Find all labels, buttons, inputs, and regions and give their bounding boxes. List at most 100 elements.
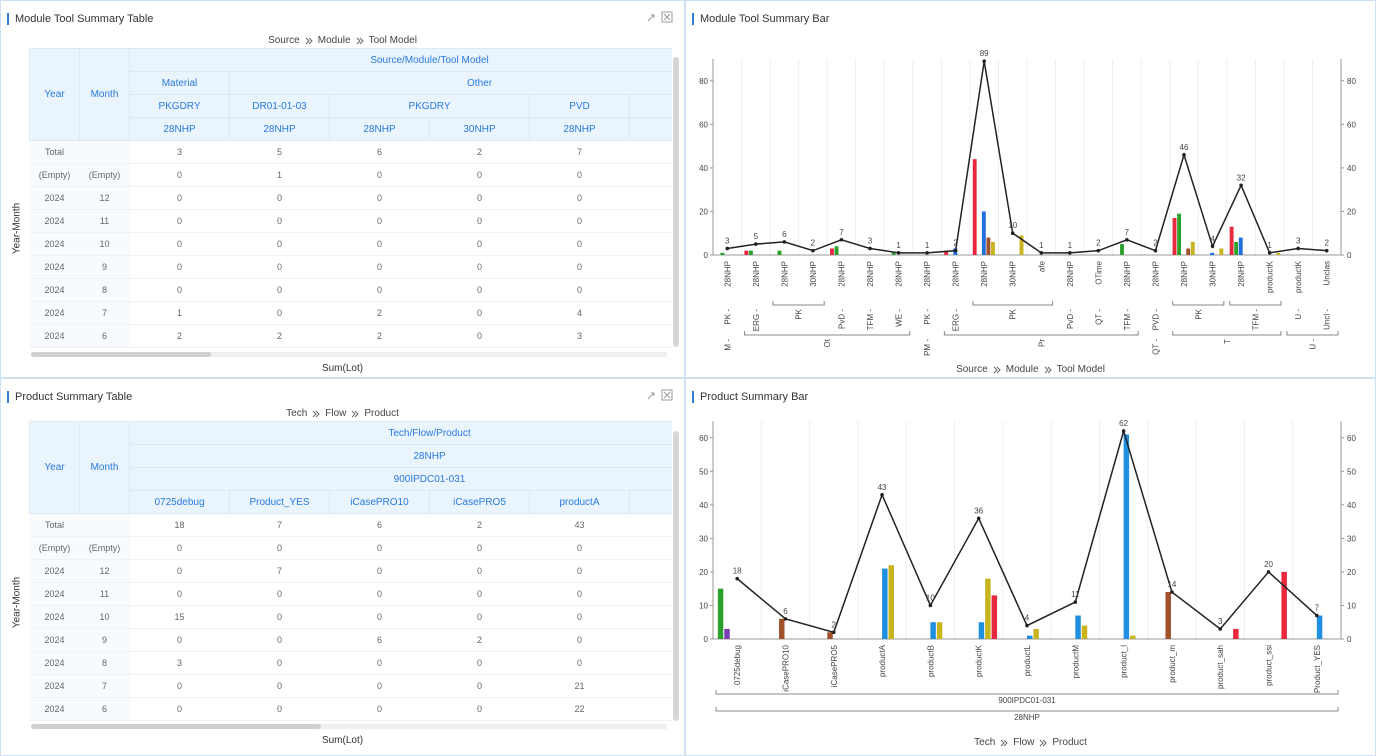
cell: 0: [529, 163, 630, 187]
cell: [629, 513, 672, 537]
group-label: T: [1223, 339, 1232, 344]
cell: 3: [529, 324, 630, 348]
row-label: 2024: [29, 628, 80, 652]
breadcrumb-item: Flow: [1013, 737, 1035, 748]
cell: 0: [429, 536, 530, 560]
bar: [1233, 628, 1239, 639]
row-label: 10: [79, 605, 130, 629]
cell: 0: [229, 186, 330, 210]
cell: 0: [129, 255, 230, 279]
cell: 0: [429, 651, 530, 675]
data-label: 4: [1025, 614, 1030, 623]
cell: 0: [329, 186, 430, 210]
data-label: 3: [1296, 236, 1301, 245]
line-point: [735, 576, 739, 581]
panel-icons[interactable]: [646, 11, 674, 23]
y-tick-label: 0: [704, 635, 709, 644]
cell: 0: [229, 301, 330, 325]
line-point: [1125, 237, 1129, 242]
cell: 15: [129, 605, 230, 629]
scrollbar[interactable]: [673, 431, 679, 721]
cell: 0: [429, 278, 530, 302]
cell: 1: [229, 163, 330, 187]
row-label: 10: [79, 232, 130, 256]
group-label: QT -: [1094, 309, 1103, 325]
breadcrumb-item: Tool Model: [1056, 364, 1105, 375]
data-label: 2: [1325, 239, 1330, 248]
panel-title: Product Summary Bar: [692, 391, 808, 403]
y2-tick-label: 50: [1347, 467, 1356, 476]
data-label: 46: [1180, 143, 1189, 152]
data-row: 2024 10 15 0 0 0 0: [29, 605, 672, 629]
data-row: 2024 9 0 0 0 0 0: [29, 255, 672, 279]
scrollbar[interactable]: [673, 57, 679, 347]
side-label: Year-Month: [11, 202, 23, 255]
x-tick-label: OTime: [1094, 260, 1103, 284]
x-tick-label: 28NHP: [752, 261, 761, 287]
breadcrumb-item: Tech: [974, 737, 996, 748]
cell: 0: [129, 559, 230, 583]
cell: 0: [329, 697, 430, 721]
cell: [629, 232, 672, 256]
column-header: 28: [628, 117, 672, 141]
row-label: 2024: [29, 674, 80, 698]
product-chart-panel: 0 10 20 30 40 50 60 0 10 20 30 40 50 60 0725debug iCase…: [685, 378, 1376, 756]
header-row: Material Other: [30, 71, 672, 95]
breadcrumb-item: Module: [317, 35, 351, 46]
bar: [748, 250, 753, 255]
row-label: 2024: [29, 697, 80, 721]
module-chart-panel: 0 20 40 60 80 0 20 40 60 80 28NHP 28NHP 28NHP 30NHP 28…: [685, 0, 1376, 378]
cell: 7: [229, 513, 330, 537]
cell: [629, 209, 672, 233]
line-point: [896, 251, 901, 255]
group-label: TFM -: [1251, 309, 1260, 331]
group-label: ERG -: [952, 309, 961, 332]
side-label: Year-Month: [11, 576, 23, 629]
line-point: [1218, 627, 1223, 631]
cell: 1: [129, 301, 230, 325]
panel-icons[interactable]: [646, 389, 674, 401]
footer: Sum(Lot): [321, 735, 364, 746]
cell: 0: [529, 232, 630, 256]
row-header: Year: [29, 421, 80, 514]
cell: 0: [129, 628, 230, 652]
scrollbar[interactable]: [31, 352, 667, 357]
row-label: 2024: [29, 559, 80, 583]
column-header: 0725debug: [129, 490, 230, 514]
x-tick-label: iCasePRO10: [781, 644, 790, 691]
cell: 0: [529, 651, 630, 675]
row-label: 2024: [29, 278, 80, 302]
x-tick-label: 28NHP: [1123, 261, 1132, 287]
bar: [991, 595, 998, 639]
row-label: (Empty): [79, 536, 130, 560]
chevron: [1040, 739, 1048, 746]
group-bracket: [1229, 301, 1282, 306]
cell: 0: [329, 232, 430, 256]
x-tick-label: 30NHP: [1209, 261, 1218, 287]
group-label: PK: [1194, 308, 1203, 319]
data-label: 20: [1264, 560, 1273, 569]
cell: 0: [429, 559, 530, 583]
cell: 3: [129, 651, 230, 675]
x-tick-label: 28NHP: [980, 261, 989, 287]
data-row: (Empty) (Empty) 0 1 0 0 0: [29, 163, 672, 187]
data-label: 2: [832, 620, 837, 629]
group-bracket: [943, 331, 1139, 336]
y2-tick-label: 40: [1347, 501, 1356, 510]
data-label: 18: [733, 567, 742, 576]
data-label: 1: [1267, 241, 1272, 250]
breadcrumb-item: Source: [956, 364, 988, 375]
scrollbar[interactable]: [31, 724, 667, 729]
cell: 0: [229, 651, 330, 675]
data-label: 10: [1008, 221, 1017, 230]
data-label: 36: [974, 506, 983, 515]
column-header: 28NHP: [229, 117, 330, 141]
row-label: (Empty): [29, 163, 80, 187]
row-label: 7: [79, 301, 130, 325]
breadcrumb: Tech Flow Product: [686, 737, 1375, 748]
cell: 43: [529, 513, 630, 537]
bar: [1190, 241, 1195, 255]
cell: 0: [229, 232, 330, 256]
data-label: 89: [980, 49, 989, 58]
column-header: iCasePRO10: [329, 490, 430, 514]
